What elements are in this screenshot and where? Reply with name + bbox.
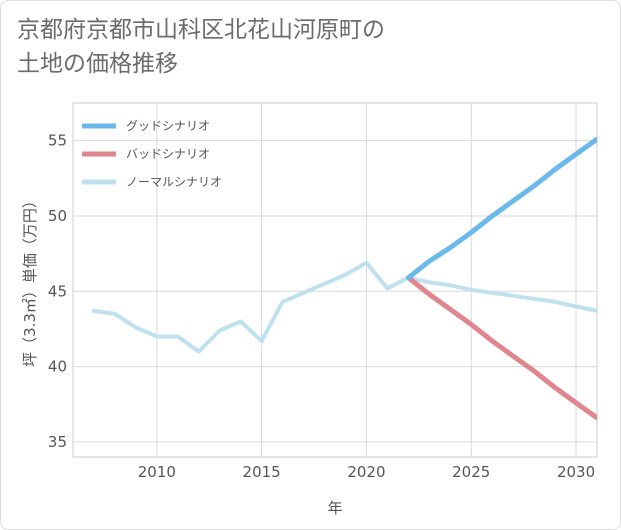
- series-line-bad: [405, 275, 597, 421]
- chart-title: 京都府京都市山科区北花山河原町の 土地の価格推移: [17, 13, 385, 81]
- x-tick-label-2015: 2015: [243, 463, 281, 481]
- title-line-1: 京都府京都市山科区北花山河原町の: [17, 17, 385, 43]
- y-tick-label-50: 50: [48, 207, 67, 225]
- x-tick-label-2020: 2020: [347, 463, 385, 481]
- x-axis-title: 年: [327, 499, 342, 517]
- x-tick-label-2010: 2010: [138, 463, 176, 481]
- series-line-normal: [92, 260, 597, 354]
- title-line-2: 土地の価格推移: [17, 51, 178, 77]
- y-tick-label-35: 35: [48, 433, 67, 451]
- y-tick-label-40: 40: [48, 358, 67, 376]
- x-tick-label-2025: 2025: [452, 463, 490, 481]
- legend-label-good: グッドシナリオ: [126, 119, 210, 133]
- y-tick-label-55: 55: [48, 132, 67, 150]
- x-tick-label-2030: 2030: [557, 463, 595, 481]
- series-line-good: [405, 136, 597, 281]
- legend-label-normal: ノーマルシナリオ: [126, 175, 222, 189]
- plot-area-border: [72, 102, 598, 458]
- y-axis-title: 坪（3.3㎡）単価（万円）: [21, 193, 39, 367]
- series-group: [92, 136, 597, 421]
- y-tick-label-45: 45: [48, 282, 67, 300]
- legend-label-bad: バッドシナリオ: [126, 147, 210, 161]
